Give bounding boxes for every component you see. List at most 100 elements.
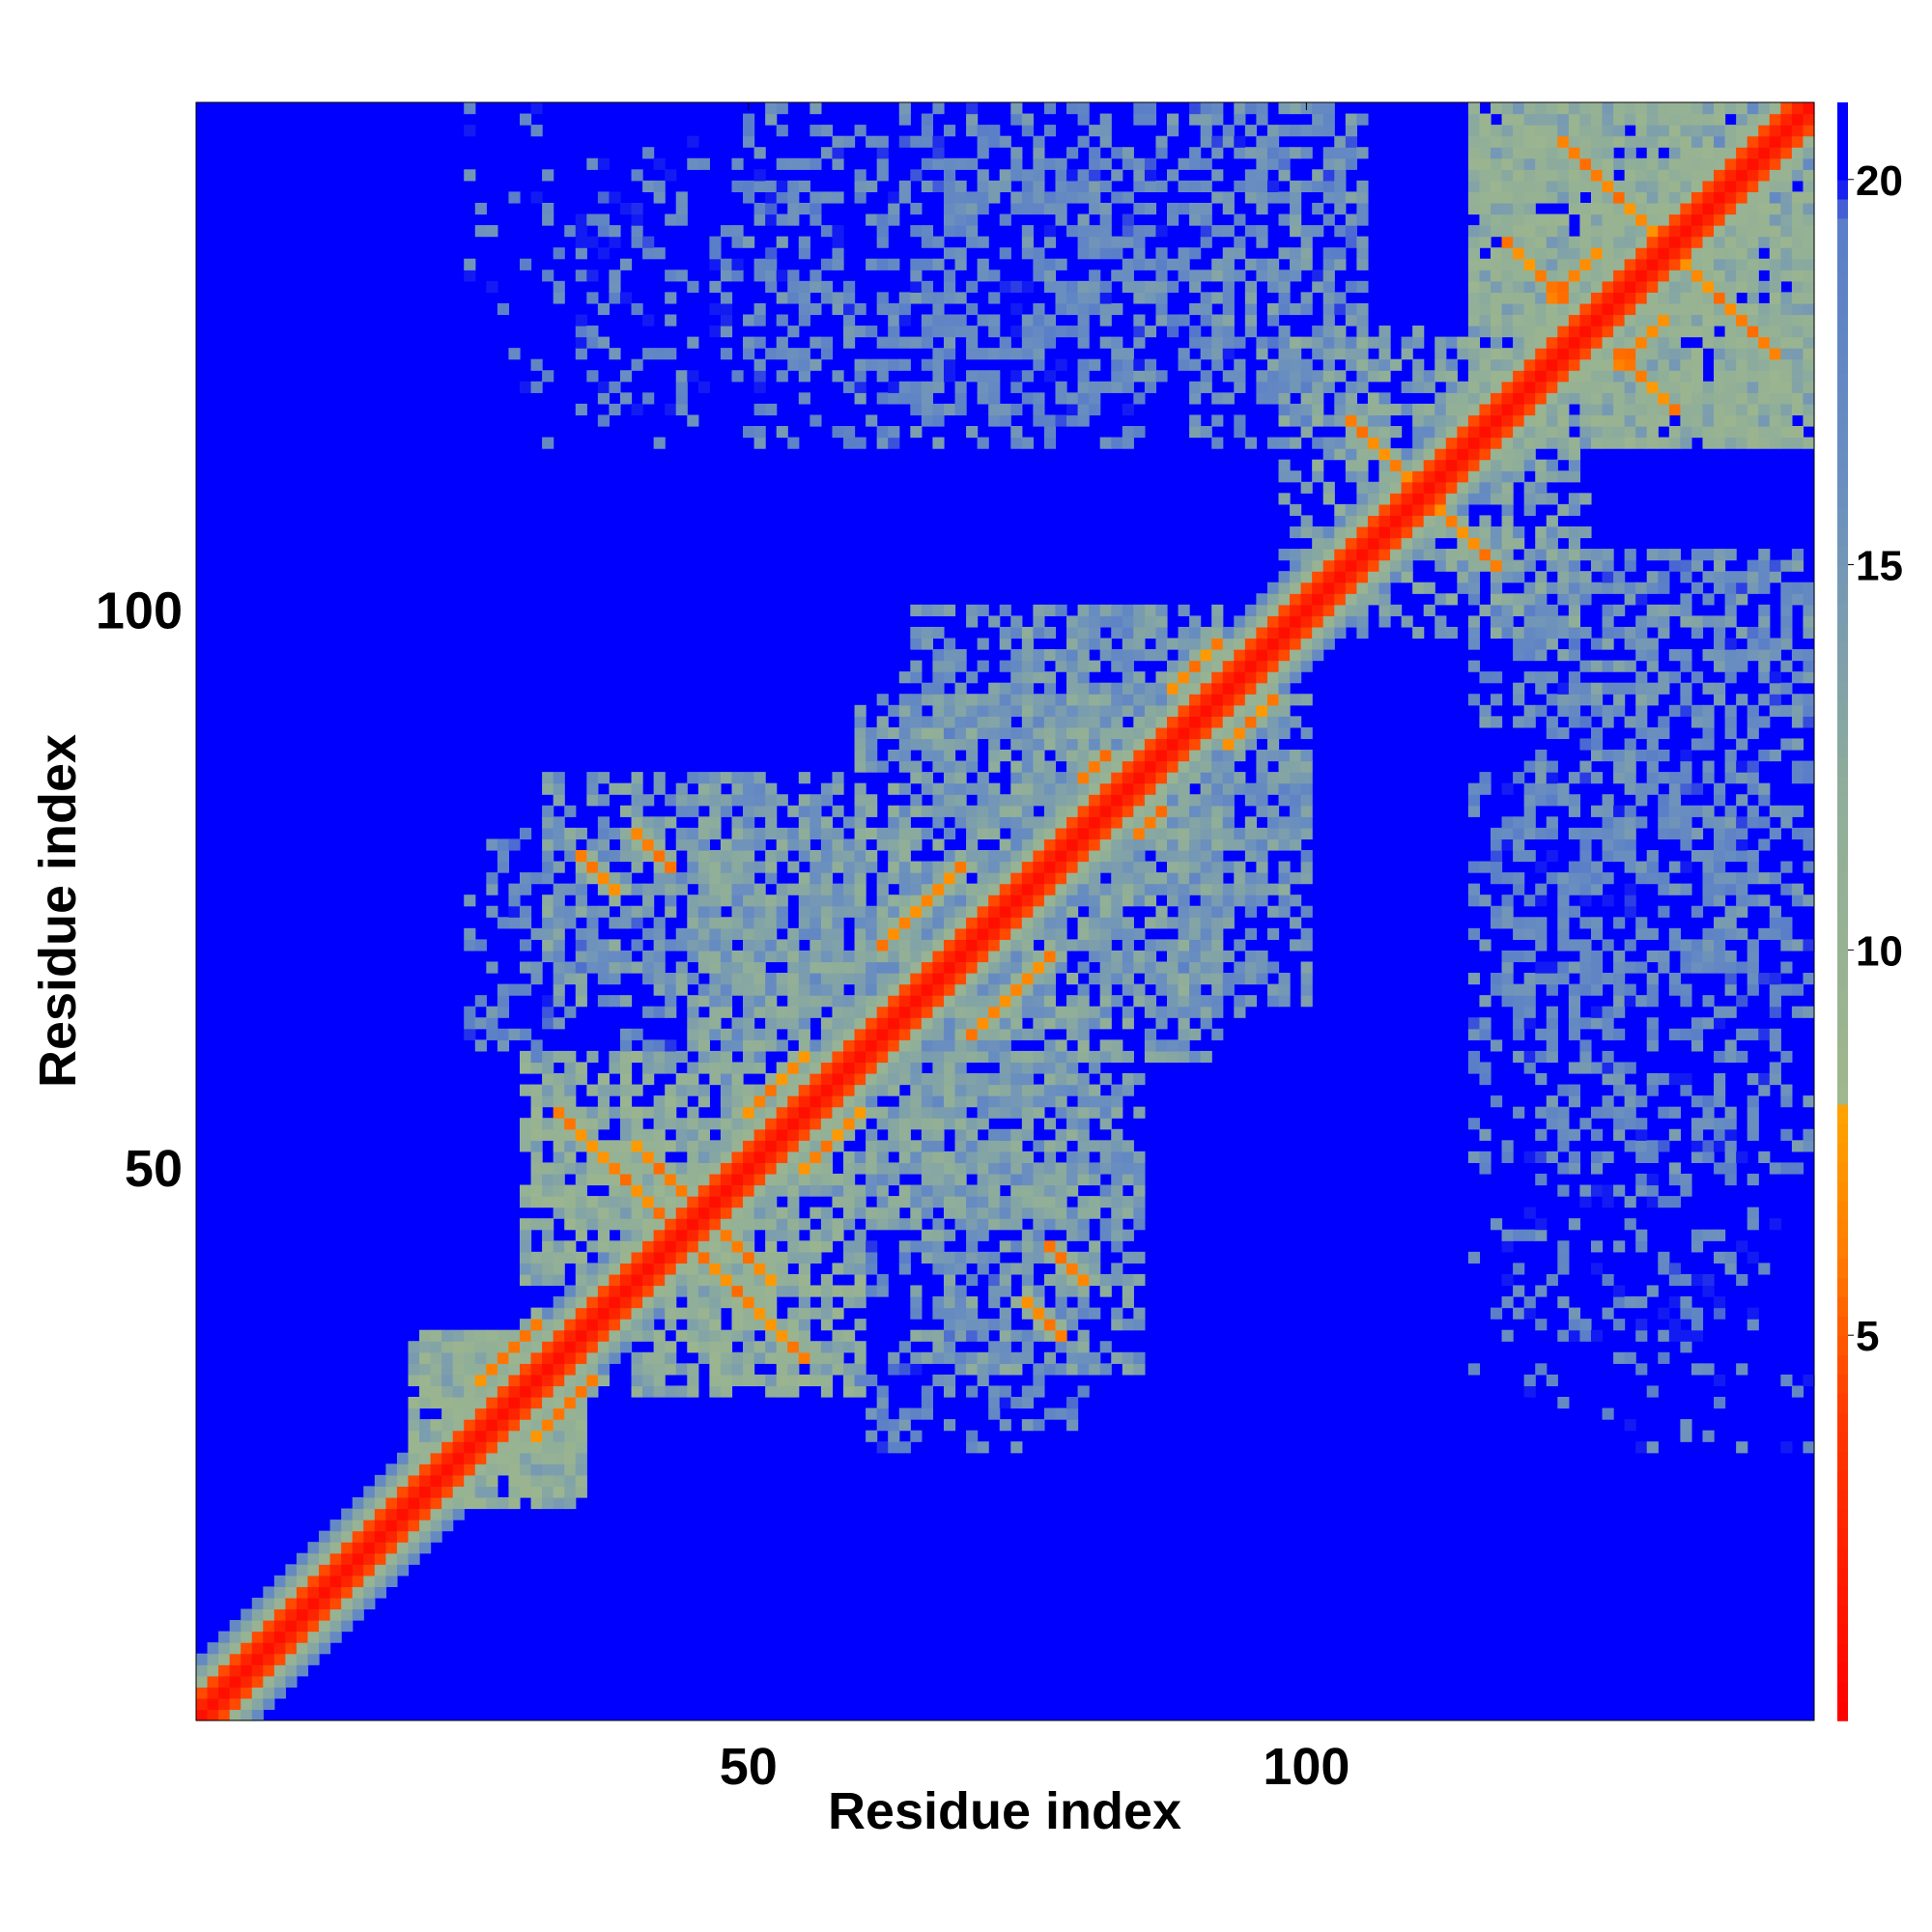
heatmap-cell (1066, 326, 1079, 338)
heatmap-cell (731, 895, 744, 907)
heatmap-cell (1256, 782, 1268, 795)
heatmap-cell (597, 1374, 611, 1387)
heatmap-cell (653, 1307, 666, 1320)
heatmap-cell (943, 660, 956, 672)
heatmap-cell (1055, 827, 1067, 840)
heatmap-cell (508, 1374, 521, 1387)
heatmap-cell (697, 1351, 710, 1364)
heatmap-cell (575, 1128, 587, 1141)
heatmap-cell (798, 995, 810, 1008)
heatmap-cell (1467, 258, 1481, 270)
heatmap-cell (642, 895, 655, 907)
heatmap-cell (977, 1073, 989, 1086)
heatmap-cell (1211, 694, 1224, 706)
heatmap-cell (966, 1006, 979, 1018)
heatmap-cell (866, 1062, 878, 1074)
heatmap-cell (408, 1452, 420, 1464)
heatmap-cell (385, 1575, 398, 1587)
heatmap-cell (966, 827, 979, 840)
heatmap-cell (1144, 326, 1157, 338)
heatmap-cell (1111, 348, 1123, 360)
heatmap-cell (665, 1307, 677, 1320)
heatmap-cell (520, 1463, 532, 1476)
heatmap-cell (1021, 983, 1034, 996)
heatmap-cell (1167, 694, 1179, 706)
heatmap-cell (910, 1118, 923, 1130)
heatmap-cell (731, 827, 744, 840)
heatmap-cell (1334, 348, 1347, 360)
heatmap-cell (1457, 336, 1469, 349)
heatmap-cell (954, 1196, 967, 1208)
heatmap-cell (1345, 302, 1357, 316)
heatmap-cell (1010, 961, 1023, 974)
heatmap-cell (697, 1341, 710, 1353)
heatmap-cell (854, 750, 867, 762)
heatmap-cell (843, 1028, 856, 1040)
heatmap-cell (787, 1329, 800, 1342)
heatmap-cell (1144, 381, 1157, 393)
heatmap-cell (731, 1128, 744, 1141)
heatmap-cell (631, 1351, 643, 1364)
heatmap-cell (753, 1162, 766, 1175)
heatmap-cell (564, 827, 577, 840)
heatmap-cell (1077, 895, 1090, 907)
heatmap-cell (251, 1620, 264, 1633)
heatmap-cell (943, 1207, 956, 1219)
heatmap-cell (798, 1106, 810, 1119)
heatmap-cell (609, 1050, 621, 1064)
heatmap-cell (932, 403, 945, 416)
heatmap-cell (753, 1128, 766, 1141)
heatmap-cell (564, 1184, 577, 1197)
heatmap-cell (898, 381, 911, 393)
heatmap-cell (1043, 1073, 1057, 1086)
heatmap-cell (319, 1597, 331, 1610)
heatmap-cell (787, 280, 800, 293)
heatmap-cell (1021, 827, 1034, 840)
heatmap-cell (1300, 403, 1313, 416)
heatmap-cell (665, 794, 677, 807)
heatmap-cell (1077, 849, 1090, 863)
heatmap-cell (810, 1173, 822, 1186)
heatmap-cell (798, 1285, 810, 1297)
heatmap-cell (196, 1709, 209, 1721)
heatmap-cell (1077, 626, 1090, 639)
heatmap-cell (720, 1285, 733, 1297)
heatmap-cell (319, 1575, 331, 1587)
heatmap-cell (1010, 816, 1023, 829)
heatmap-cell (1021, 1084, 1034, 1096)
heatmap-cell (1055, 927, 1067, 940)
heatmap-cell (1189, 861, 1202, 873)
heatmap-cell (910, 838, 923, 851)
heatmap-cell (1010, 849, 1023, 863)
heatmap-cell (419, 1496, 432, 1510)
heatmap-cell (898, 1162, 911, 1175)
heatmap-cell (1089, 157, 1101, 170)
heatmap-cell (1066, 1017, 1079, 1030)
heatmap-cell (597, 772, 611, 784)
heatmap-cell (687, 861, 699, 873)
heatmap-cell (843, 1118, 856, 1130)
heatmap-cell (943, 995, 956, 1008)
heatmap-cell (530, 1307, 543, 1320)
heatmap-cell (530, 1486, 543, 1498)
heatmap-cell (787, 1050, 800, 1064)
heatmap-cell (586, 1273, 599, 1287)
heatmap-cell (575, 1351, 587, 1364)
heatmap-cell (1211, 973, 1224, 985)
heatmap-cell (273, 1687, 287, 1699)
heatmap-cell (866, 180, 878, 193)
heatmap-cell (798, 1073, 810, 1086)
heatmap-cell (241, 1631, 253, 1643)
heatmap-cell (542, 169, 554, 182)
heatmap-cell (854, 905, 867, 918)
heatmap-cell (642, 794, 655, 807)
heatmap-cell (1189, 883, 1202, 895)
heatmap-cell (832, 849, 844, 863)
heatmap-cell (1345, 593, 1357, 606)
heatmap-cell (1467, 113, 1481, 126)
heatmap-cell (1021, 961, 1034, 974)
heatmap-cell (731, 1240, 744, 1253)
heatmap-cell (943, 750, 956, 762)
heatmap-cell (1133, 1207, 1146, 1219)
heatmap-cell (966, 1329, 979, 1342)
